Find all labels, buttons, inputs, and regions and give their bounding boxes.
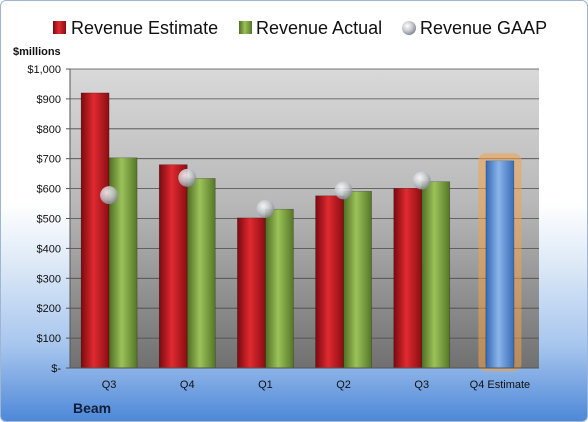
legend-swatch-revenue-gaap (402, 21, 416, 35)
bar-revenue-estimate (237, 217, 266, 369)
x-tick-label: Q3 (102, 379, 117, 391)
bar-revenue-actual (343, 190, 372, 369)
y-tick-label: $1,000 (27, 64, 61, 76)
bar-revenue-estimate (158, 164, 188, 369)
legend: Revenue Estimate Revenue Actual Revenue … (53, 18, 547, 38)
bar-revenue-estimate (80, 92, 110, 369)
bar-revenue-actual (186, 178, 216, 369)
legend-swatch-revenue-estimate (53, 21, 66, 34)
gaap-marker (412, 171, 431, 190)
gaap-marker (256, 199, 275, 218)
y-tick-label: $600 (37, 184, 61, 196)
y-tick-label: $400 (37, 243, 61, 255)
legend-label-revenue-actual: Revenue Actual (256, 18, 382, 38)
x-tick-label: Q3 (414, 379, 429, 391)
bar-revenue-actual (421, 181, 451, 369)
y-tick-label: $- (51, 363, 61, 375)
y-tick-label: $200 (37, 303, 61, 315)
gaap-marker (178, 168, 197, 187)
y-tick-label: $700 (37, 154, 61, 166)
legend-label-revenue-gaap: Revenue GAAP (420, 18, 547, 38)
y-tick-label: $100 (37, 333, 61, 345)
bar-revenue-estimate (393, 188, 423, 369)
company-name: Beam (73, 400, 111, 416)
x-tick-label: Q4 (180, 379, 195, 391)
y-axis-ticks: $- $100 $200 $300 $400 $500 $600 $700 $800 $900 $1… (27, 64, 71, 375)
legend-label-revenue-estimate: Revenue Estimate (71, 18, 218, 38)
bar-revenue-actual (265, 208, 294, 369)
x-tick-label: Q2 (336, 379, 351, 391)
y-tick-label: $900 (37, 94, 61, 106)
y-tick-label: $500 (37, 214, 61, 226)
gaap-marker (100, 186, 119, 205)
legend-swatch-revenue-actual (239, 21, 252, 34)
x-axis-ticks: Q3 Q4 Q1 Q2 Q3 Q4 Estimate (70, 367, 539, 391)
gridlines (70, 68, 539, 369)
gaap-markers (100, 168, 431, 218)
bar-revenue-estimate (315, 195, 344, 369)
bar-revenue-estimate-projection (485, 160, 515, 369)
x-tick-label: Q4 Estimate (470, 379, 531, 391)
x-tick-label: Q1 (258, 379, 273, 391)
gaap-marker (334, 181, 353, 200)
y-axis-unit-label: $millions (13, 46, 61, 58)
y-tick-label: $300 (37, 273, 61, 285)
y-tick-label: $800 (37, 124, 61, 136)
